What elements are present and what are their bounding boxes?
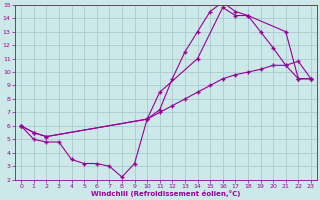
X-axis label: Windchill (Refroidissement éolien,°C): Windchill (Refroidissement éolien,°C) [91,190,241,197]
